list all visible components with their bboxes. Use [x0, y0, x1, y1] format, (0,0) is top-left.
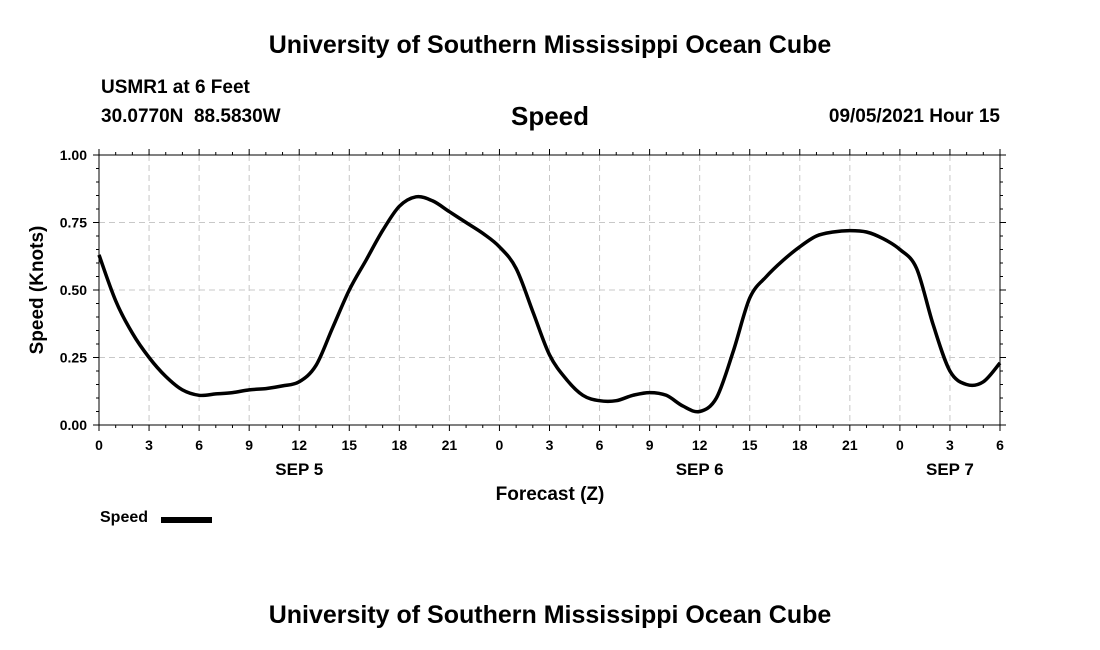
x-tick-label: 0 [496, 437, 504, 453]
x-tick-label: 18 [792, 437, 808, 453]
bottom-title: University of Southern Mississippi Ocean… [268, 601, 832, 629]
chart-title: Speed [510, 101, 590, 131]
tick-labels: 0 3 6 9 12 15 18 21 0 3 6 9 12 15 18 21 0 3 6 0.00 0.25 0.50 0… [60, 147, 1004, 479]
y-tick-label: 0.25 [60, 350, 87, 366]
legend-label: Speed [100, 509, 149, 526]
x-tick-label: 21 [842, 437, 858, 453]
x-tick-label: 21 [442, 437, 458, 453]
x-tick-label: 3 [546, 437, 554, 453]
y-tick-label: 0.75 [60, 215, 87, 231]
date-label: SEP 7 [926, 460, 974, 479]
y-tick-label: 0.50 [60, 282, 87, 298]
date-label: SEP 6 [676, 460, 724, 479]
series-line-speed [97, 194, 1002, 414]
x-tick-label: 15 [742, 437, 758, 453]
x-tick-label: 6 [596, 437, 604, 453]
x-tick-label: 18 [392, 437, 408, 453]
x-tick-label: 12 [692, 437, 708, 453]
y-tick-label: 0.00 [60, 417, 87, 433]
series-lines [97, 194, 1002, 414]
x-tick-label: 12 [291, 437, 307, 453]
legend-swatch [161, 517, 212, 523]
x-axis-label: Forecast (Z) [496, 484, 605, 505]
x-tick-label: 3 [145, 437, 153, 453]
grid-lines [99, 155, 1000, 425]
x-tick-label: 3 [946, 437, 954, 453]
station-coordinates: 30.0770N 88.5830W [101, 106, 281, 127]
y-axis-label: Speed (Knots) [27, 226, 48, 355]
date-label: SEP 5 [275, 460, 323, 479]
x-tick-label: 6 [996, 437, 1004, 453]
x-tick-label: 9 [646, 437, 654, 453]
x-tick-label: 15 [341, 437, 357, 453]
station-label: USMR1 at 6 Feet [101, 77, 250, 98]
x-tick-label: 0 [95, 437, 103, 453]
x-tick-label: 6 [195, 437, 203, 453]
top-title: University of Southern Mississippi Ocean… [268, 31, 832, 59]
y-tick-label: 1.00 [60, 147, 87, 163]
x-tick-label: 9 [245, 437, 253, 453]
forecast-datetime: 09/05/2021 Hour 15 [828, 106, 1000, 127]
x-tick-label: 0 [896, 437, 904, 453]
legend: Speed [100, 509, 148, 527]
tick-marks [93, 149, 1006, 431]
